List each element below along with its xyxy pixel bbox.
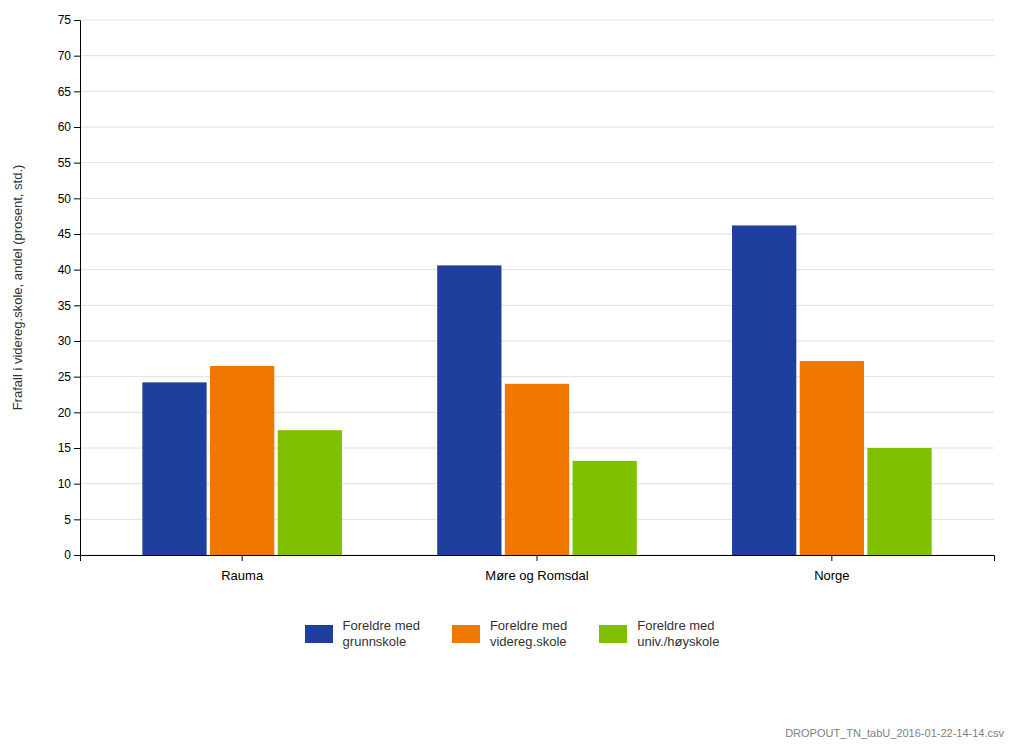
bar (437, 265, 501, 555)
y-tick: 10 (58, 477, 80, 491)
tick-mark (74, 412, 80, 413)
tick-label: 35 (58, 299, 72, 313)
tick-mark (74, 484, 80, 485)
tick-label: 5 (64, 513, 71, 527)
x-tick: Møre og Romsdal (485, 555, 588, 583)
tick-label: 50 (58, 192, 72, 206)
x-tick: Norge (814, 555, 849, 583)
legend: Foreldre med grunnskole Foreldre med vide… (0, 618, 1024, 651)
tick-label: 60 (58, 120, 72, 134)
y-tick: 50 (58, 192, 80, 206)
tick-mark (74, 127, 80, 128)
bar (278, 430, 342, 555)
grid-line (80, 162, 994, 163)
grid-line (80, 55, 994, 56)
y-tick: 65 (58, 85, 80, 99)
y-tick: 25 (58, 370, 80, 384)
tick-label: 65 (58, 85, 72, 99)
tick-mark (74, 56, 80, 57)
bar-series (142, 225, 796, 555)
tick-mark (74, 341, 80, 342)
tick-label: 20 (58, 406, 72, 420)
y-tick: 60 (58, 120, 80, 134)
bar-series (210, 361, 864, 555)
tick-label: 0 (64, 548, 71, 562)
bar (142, 382, 206, 555)
tick-mark (74, 234, 80, 235)
tick-mark (74, 91, 80, 92)
tick-mark (537, 555, 538, 561)
y-tick: 75 (58, 13, 80, 27)
tick-label: 75 (58, 13, 72, 27)
axis-line (81, 556, 995, 562)
bar (210, 366, 274, 555)
tick-label: 45 (58, 227, 72, 241)
x-tick: Rauma (221, 555, 264, 583)
grid (80, 20, 994, 555)
grid-line (80, 127, 994, 128)
bar (732, 225, 796, 555)
tick-mark (242, 555, 243, 561)
legend-item: Foreldre med grunnskole (305, 618, 420, 651)
legend-label: Foreldre med univ./høyskole (637, 618, 719, 651)
y-tick: 15 (58, 441, 80, 455)
legend-swatch (599, 625, 627, 643)
y-tick: 0 (64, 548, 80, 562)
bar (867, 448, 931, 555)
tick-label: 30 (58, 334, 72, 348)
bar (505, 384, 569, 555)
tick-mark (74, 448, 80, 449)
tick-mark (74, 270, 80, 271)
bars (142, 225, 931, 555)
y-tick: 70 (58, 49, 80, 63)
bar (800, 361, 864, 555)
legend-item: Foreldre med univ./høyskole (599, 618, 719, 651)
y-axis: 0 5 10 15 20 25 30 35 40 45 50 55 60 65 70 75 (58, 13, 81, 562)
legend-swatch (305, 625, 333, 643)
tick-label: 40 (58, 263, 72, 277)
tick-label: Rauma (221, 568, 264, 583)
grid-line (80, 305, 994, 306)
legend-swatch (452, 625, 480, 643)
tick-label: 15 (58, 441, 72, 455)
plot-area: 0 5 10 15 20 25 30 35 40 45 50 55 60 65 70 75 Rauma Møre … (58, 13, 995, 582)
tick-mark (74, 163, 80, 164)
tick-mark (74, 305, 80, 306)
legend-label: Foreldre med videreg.skole (490, 618, 567, 651)
y-axis-title: Frafall i videreg.skole, andel (prosent,… (10, 165, 25, 411)
y-tick: 5 (64, 513, 80, 527)
grid-line (80, 341, 994, 342)
legend-label: Foreldre med grunnskole (343, 618, 420, 651)
tick-label: 70 (58, 49, 72, 63)
y-tick: 20 (58, 406, 80, 420)
tick-mark (74, 198, 80, 199)
tick-mark (831, 555, 832, 561)
tick-label: 55 (58, 156, 72, 170)
tick-mark (74, 555, 80, 556)
x-axis: Rauma Møre og Romsdal Norge (81, 555, 995, 583)
grid-line (80, 20, 994, 21)
grid-line (80, 91, 994, 92)
tick-label: 25 (58, 370, 72, 384)
tick-mark (74, 377, 80, 378)
legend-item: Foreldre med videreg.skole (452, 618, 567, 651)
y-tick: 45 (58, 227, 80, 241)
tick-mark (74, 519, 80, 520)
bar (573, 461, 637, 555)
bar-series (278, 430, 932, 555)
y-tick: 40 (58, 263, 80, 277)
tick-label: Norge (814, 568, 849, 583)
footnote: DROPOUT_TN_tabU_2016-01-22-14-14.csv (785, 727, 1004, 739)
axis-line (74, 21, 81, 556)
y-tick: 35 (58, 299, 80, 313)
grid-line (80, 269, 994, 270)
tick-label: Møre og Romsdal (485, 568, 588, 583)
grid-line (80, 234, 994, 235)
y-tick: 30 (58, 334, 80, 348)
tick-label: 10 (58, 477, 72, 491)
chart: 0 5 10 15 20 25 30 35 40 45 50 55 60 65 70 75 Rauma Møre … (0, 0, 1024, 600)
y-tick: 55 (58, 156, 80, 170)
tick-mark (74, 20, 80, 21)
grid-line (80, 198, 994, 199)
